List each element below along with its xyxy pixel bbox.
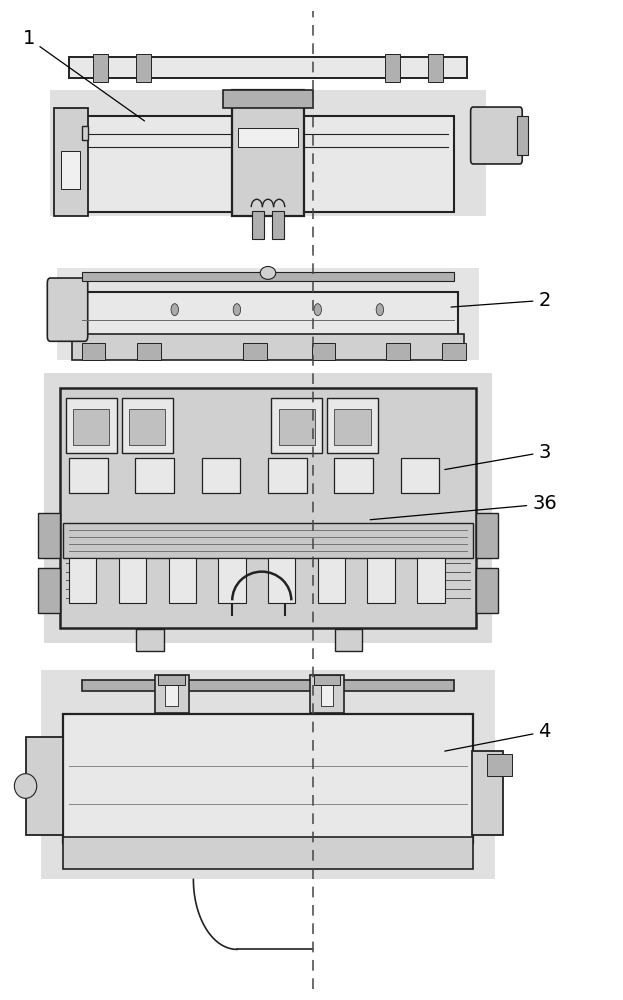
Bar: [335, 458, 373, 493]
Bar: [119, 558, 146, 603]
Bar: [82, 680, 454, 691]
Text: 4: 4: [445, 722, 551, 751]
Bar: [321, 685, 333, 706]
Bar: [310, 675, 344, 713]
Bar: [41, 670, 495, 879]
Bar: [38, 568, 60, 613]
Bar: [54, 108, 88, 216]
Bar: [136, 629, 164, 651]
Bar: [243, 343, 267, 360]
Bar: [82, 126, 88, 140]
Text: 2: 2: [451, 291, 551, 310]
Bar: [271, 398, 322, 453]
Bar: [69, 558, 97, 603]
Bar: [252, 211, 264, 239]
Bar: [223, 90, 313, 108]
Bar: [50, 90, 485, 216]
FancyBboxPatch shape: [470, 107, 522, 164]
Bar: [476, 568, 498, 613]
Bar: [232, 90, 304, 216]
FancyBboxPatch shape: [47, 278, 88, 341]
Bar: [74, 409, 110, 445]
Bar: [69, 57, 467, 78]
Bar: [268, 458, 307, 493]
Bar: [335, 629, 363, 651]
Bar: [57, 268, 479, 360]
Bar: [122, 398, 173, 453]
Bar: [78, 292, 457, 340]
Bar: [26, 737, 63, 835]
Bar: [278, 409, 315, 445]
Bar: [386, 343, 410, 360]
Bar: [138, 343, 161, 360]
Bar: [136, 54, 151, 82]
Bar: [158, 675, 185, 685]
Ellipse shape: [260, 266, 276, 279]
Bar: [130, 409, 166, 445]
Bar: [38, 513, 60, 558]
Bar: [202, 458, 240, 493]
Circle shape: [314, 304, 321, 316]
Text: 3: 3: [445, 443, 551, 470]
Bar: [239, 128, 298, 147]
Bar: [63, 714, 473, 843]
Bar: [60, 388, 476, 628]
Circle shape: [233, 304, 240, 316]
Bar: [82, 343, 105, 360]
Bar: [327, 398, 378, 453]
Bar: [66, 398, 117, 453]
Bar: [63, 837, 473, 869]
Bar: [313, 675, 340, 685]
Bar: [44, 373, 492, 643]
Bar: [318, 558, 345, 603]
Bar: [93, 54, 108, 82]
Bar: [166, 685, 178, 706]
Bar: [429, 54, 444, 82]
Circle shape: [376, 304, 384, 316]
Bar: [69, 458, 108, 493]
Bar: [169, 558, 196, 603]
Bar: [472, 751, 503, 835]
Bar: [82, 116, 454, 212]
Bar: [516, 116, 528, 155]
Bar: [368, 558, 395, 603]
Bar: [417, 558, 445, 603]
Bar: [401, 458, 439, 493]
Bar: [61, 151, 80, 189]
Bar: [82, 272, 454, 281]
Text: 1: 1: [22, 29, 145, 121]
Circle shape: [171, 304, 178, 316]
Bar: [63, 523, 473, 558]
Bar: [155, 675, 189, 713]
Bar: [385, 54, 400, 82]
Bar: [312, 343, 335, 360]
Bar: [218, 558, 245, 603]
Bar: [268, 558, 295, 603]
Bar: [335, 409, 371, 445]
Bar: [272, 211, 283, 239]
Bar: [487, 754, 512, 776]
Bar: [476, 513, 498, 558]
Bar: [135, 458, 174, 493]
Bar: [72, 334, 464, 360]
Bar: [442, 343, 465, 360]
Text: 36: 36: [370, 494, 557, 520]
Ellipse shape: [14, 774, 37, 798]
